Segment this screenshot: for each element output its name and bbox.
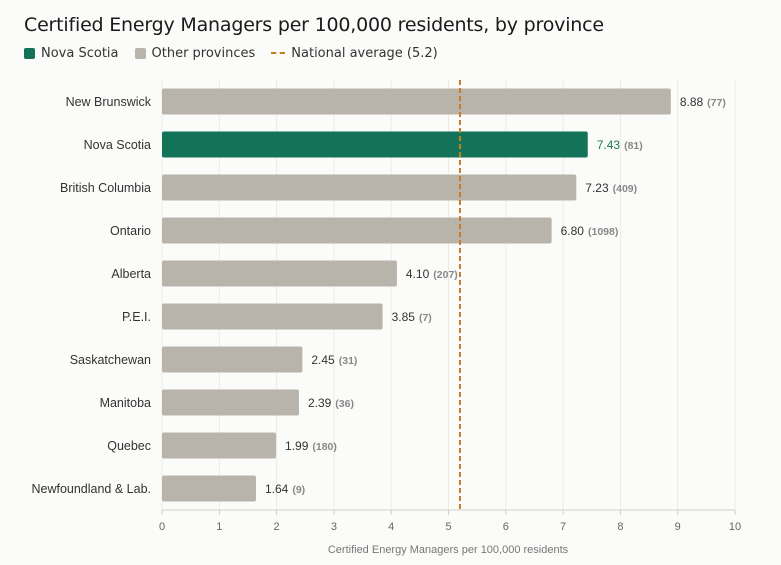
bar: [162, 346, 303, 373]
x-tick-label: 5: [445, 521, 451, 533]
legend-item-reference: National average (5.2): [271, 45, 438, 61]
count-label: (7): [419, 312, 432, 324]
legend-swatch-highlight: [24, 47, 35, 59]
bar: [162, 131, 588, 158]
data-label: 8.88 (77): [680, 95, 726, 109]
category-label: Quebec: [107, 439, 151, 453]
bar: [162, 432, 277, 459]
data-label: 4.10 (207): [406, 267, 458, 281]
category-label: British Columbia: [60, 181, 151, 195]
category-label: P.E.I.: [122, 310, 151, 324]
category-label: Alberta: [111, 267, 151, 281]
count-label: (180): [312, 441, 337, 453]
data-label: 6.80 (1098): [561, 224, 619, 238]
x-axis-title: Certified Energy Managers per 100,000 re…: [328, 544, 569, 556]
data-label: 1.99 (180): [285, 439, 337, 453]
legend-label-other: Other provinces: [151, 45, 256, 61]
value-label: 2.45: [311, 353, 335, 367]
x-tick-label: 10: [729, 521, 741, 533]
legend-label-reference: National average (5.2): [291, 45, 438, 61]
value-label: 2.39: [308, 396, 332, 410]
category-label: Manitoba: [100, 396, 151, 410]
labels: New Brunswick 8.88 (77) Nova Scotia 7.43 (81)…: [31, 95, 725, 496]
value-label: 1.64: [265, 482, 289, 496]
x-tick-label: 3: [331, 521, 337, 533]
legend-swatch-reference: [271, 52, 286, 54]
x-tick-label: 7: [560, 521, 566, 533]
data-label: 1.64 (9): [265, 482, 305, 496]
x-tick-label: 6: [503, 521, 509, 533]
value-label: 4.10: [406, 267, 430, 281]
x-tick-label: 2: [274, 521, 280, 533]
data-label: 7.43 (81): [597, 138, 643, 152]
data-label: 3.85 (7): [392, 310, 432, 324]
category-label: Ontario: [110, 224, 151, 238]
bar: [162, 174, 577, 201]
legend-label-highlight: Nova Scotia: [41, 45, 119, 61]
data-label: 2.39 (36): [308, 396, 354, 410]
x-axis: 0 1 2 3 4 5 6 7 8 9 10: [159, 509, 741, 533]
value-label: 7.43: [597, 138, 621, 152]
count-label: (409): [613, 183, 638, 195]
value-label: 6.80: [561, 224, 585, 238]
bar: [162, 475, 256, 502]
bar: [162, 303, 383, 330]
bar: [162, 217, 552, 244]
count-label: (81): [624, 140, 643, 152]
x-tick-label: 1: [216, 521, 222, 533]
legend-item-highlight: Nova Scotia: [24, 46, 119, 61]
x-tick-label: 4: [388, 521, 394, 533]
data-label: 2.45 (31): [311, 353, 357, 367]
bars: [162, 88, 671, 502]
count-label: (36): [335, 398, 354, 410]
bar: [162, 260, 397, 287]
value-label: 8.88: [680, 95, 704, 109]
bar: [162, 389, 299, 416]
legend: Nova Scotia Other provinces National ave…: [24, 45, 454, 61]
bar: [162, 88, 671, 115]
legend-swatch-other: [134, 47, 146, 59]
category-label: Newfoundland & Lab.: [31, 482, 151, 496]
legend-item-other: Other provinces: [134, 45, 256, 61]
count-label: (77): [707, 97, 726, 109]
x-tick-label: 8: [617, 521, 623, 533]
count-label: (1098): [588, 226, 618, 238]
chart-title: Certified Energy Managers per 100,000 re…: [24, 14, 604, 36]
value-label: 7.23: [585, 181, 609, 195]
x-tick-label: 0: [159, 521, 165, 533]
category-label: Saskatchewan: [70, 353, 151, 367]
count-label: (207): [433, 269, 458, 281]
value-label: 1.99: [285, 439, 309, 453]
x-tick-label: 9: [675, 521, 681, 533]
data-label: 7.23 (409): [585, 181, 637, 195]
value-label: 3.85: [392, 310, 416, 324]
count-label: (9): [292, 484, 305, 496]
category-label: New Brunswick: [66, 95, 152, 109]
count-label: (31): [339, 355, 358, 367]
category-label: Nova Scotia: [84, 138, 151, 152]
